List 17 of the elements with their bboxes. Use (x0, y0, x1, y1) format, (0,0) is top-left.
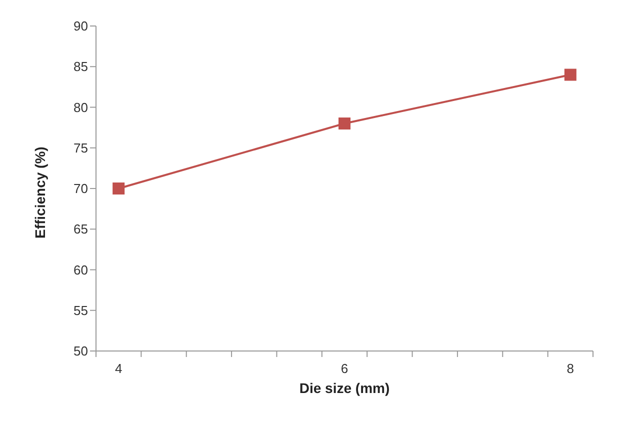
y-tick-label: 65 (74, 222, 88, 237)
y-tick-label: 90 (74, 18, 88, 34)
y-tick-label: 55 (74, 302, 88, 318)
point (338, 118, 350, 130)
x-tick-label: 8 (566, 361, 574, 376)
x-tick-label: 6 (340, 361, 348, 376)
y-tick-label: 50 (74, 344, 88, 359)
x-tick-label: 4 (114, 361, 122, 376)
y-tick-label: 70 (74, 181, 88, 196)
y-tick-label: 75 (74, 140, 88, 156)
y-tick-label: 85 (74, 59, 88, 74)
y-tick-label: 80 (74, 100, 88, 115)
point (564, 68, 576, 81)
point (112, 182, 125, 194)
y-tick-label: 60 (74, 262, 88, 278)
x-axis-title: Die size (mm) (299, 380, 390, 396)
y-axis-title: Efficiency (%) (32, 146, 48, 238)
